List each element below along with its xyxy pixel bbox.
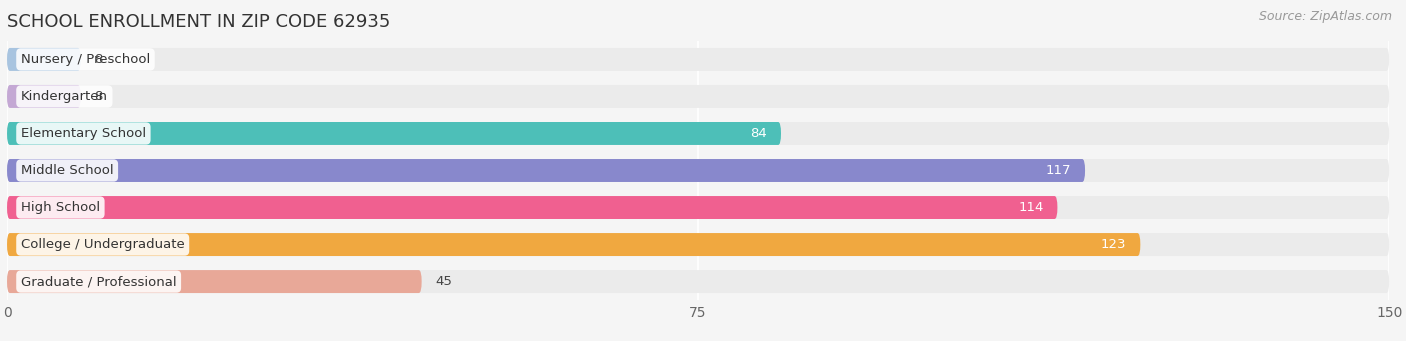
FancyBboxPatch shape <box>7 122 1389 145</box>
FancyBboxPatch shape <box>7 85 80 108</box>
FancyBboxPatch shape <box>7 48 80 71</box>
Text: Elementary School: Elementary School <box>21 127 146 140</box>
Text: SCHOOL ENROLLMENT IN ZIP CODE 62935: SCHOOL ENROLLMENT IN ZIP CODE 62935 <box>7 13 391 31</box>
FancyBboxPatch shape <box>7 196 1057 219</box>
Text: 123: 123 <box>1101 238 1126 251</box>
Text: 84: 84 <box>751 127 768 140</box>
FancyBboxPatch shape <box>7 270 422 293</box>
FancyBboxPatch shape <box>7 196 1389 219</box>
Text: 114: 114 <box>1018 201 1043 214</box>
Text: 45: 45 <box>436 275 453 288</box>
Text: High School: High School <box>21 201 100 214</box>
FancyBboxPatch shape <box>7 233 1389 256</box>
FancyBboxPatch shape <box>7 159 1085 182</box>
Text: 8: 8 <box>94 53 103 66</box>
Text: 117: 117 <box>1046 164 1071 177</box>
Text: Middle School: Middle School <box>21 164 114 177</box>
Text: 8: 8 <box>94 90 103 103</box>
Text: College / Undergraduate: College / Undergraduate <box>21 238 184 251</box>
FancyBboxPatch shape <box>7 85 1389 108</box>
Text: Source: ZipAtlas.com: Source: ZipAtlas.com <box>1258 10 1392 23</box>
FancyBboxPatch shape <box>7 270 1389 293</box>
FancyBboxPatch shape <box>7 48 1389 71</box>
FancyBboxPatch shape <box>7 159 1389 182</box>
Text: Kindergarten: Kindergarten <box>21 90 108 103</box>
Text: Nursery / Preschool: Nursery / Preschool <box>21 53 150 66</box>
FancyBboxPatch shape <box>7 233 1140 256</box>
Text: Graduate / Professional: Graduate / Professional <box>21 275 177 288</box>
FancyBboxPatch shape <box>7 122 780 145</box>
